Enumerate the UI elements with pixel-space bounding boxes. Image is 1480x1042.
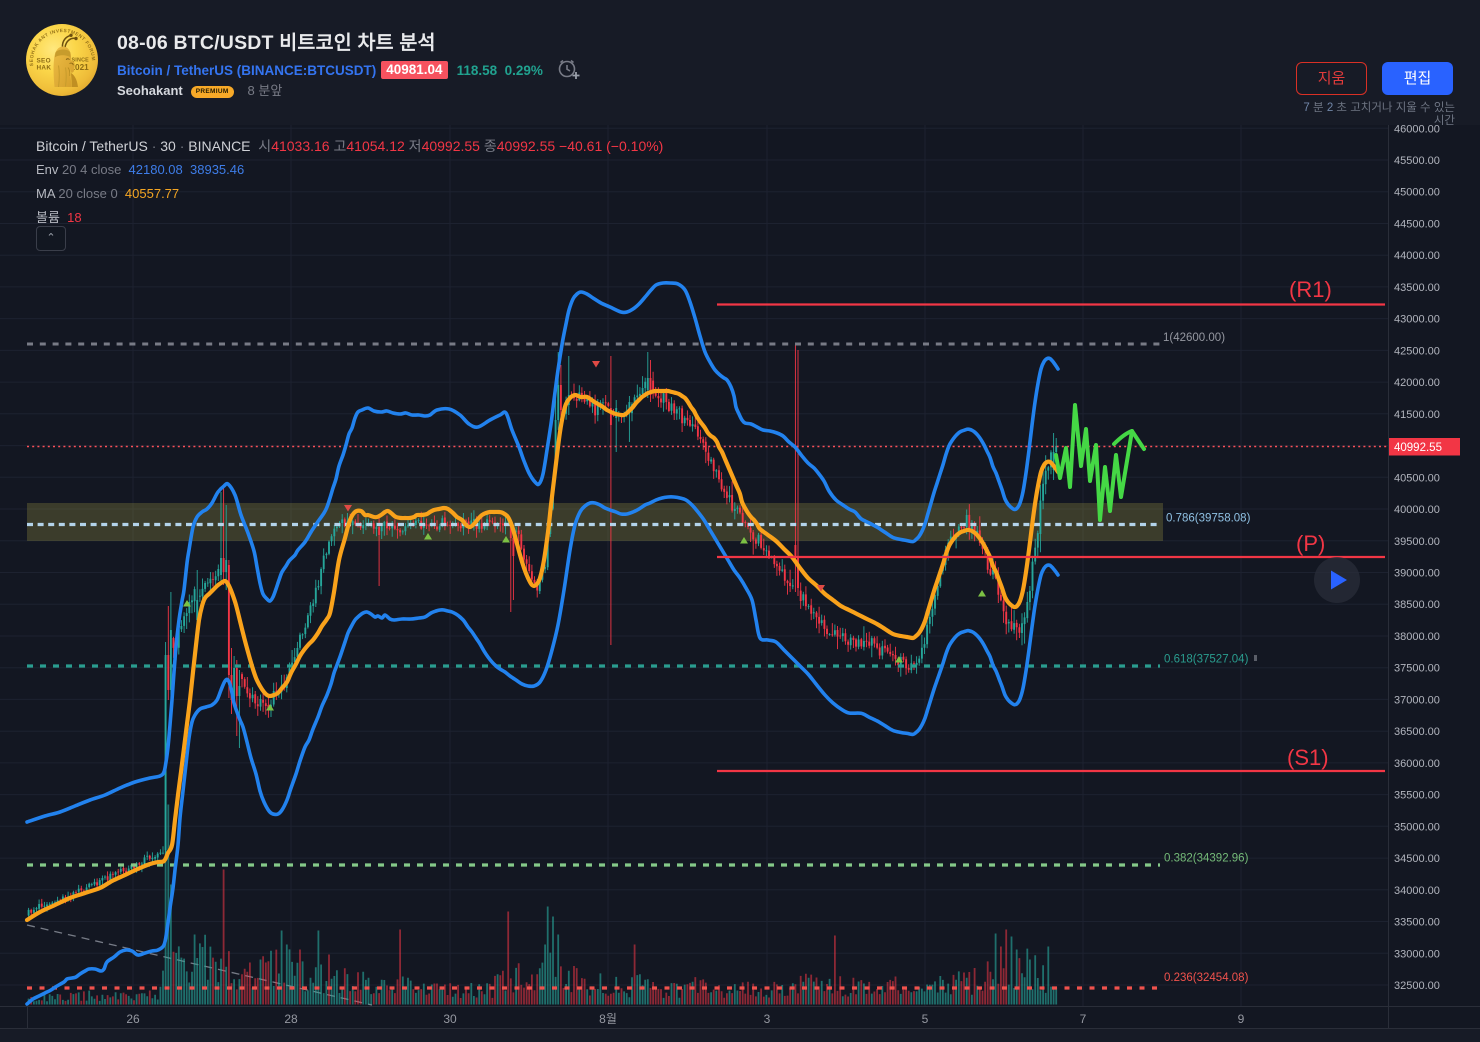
svg-text:46000.00: 46000.00 bbox=[1394, 125, 1440, 135]
svg-text:42500.00: 42500.00 bbox=[1394, 345, 1440, 357]
svg-text:5: 5 bbox=[922, 1012, 929, 1026]
svg-text:34500.00: 34500.00 bbox=[1394, 853, 1440, 865]
svg-text:40992.55: 40992.55 bbox=[1394, 442, 1442, 454]
svg-text:(S1): (S1) bbox=[1287, 745, 1329, 770]
svg-text:44000.00: 44000.00 bbox=[1394, 250, 1440, 262]
svg-text:42000.00: 42000.00 bbox=[1394, 377, 1440, 389]
svg-text:43500.00: 43500.00 bbox=[1394, 282, 1440, 294]
svg-text:35500.00: 35500.00 bbox=[1394, 790, 1440, 802]
svg-text:37000.00: 37000.00 bbox=[1394, 694, 1440, 706]
svg-text:0.786(39758.08): 0.786(39758.08) bbox=[1166, 513, 1251, 525]
svg-text:37500.00: 37500.00 bbox=[1394, 663, 1440, 675]
svg-text:34000.00: 34000.00 bbox=[1394, 885, 1440, 897]
svg-text:36000.00: 36000.00 bbox=[1394, 758, 1440, 770]
svg-text:SINCE: SINCE bbox=[72, 58, 90, 64]
svg-text:(P): (P) bbox=[1296, 531, 1325, 556]
svg-text:30: 30 bbox=[443, 1012, 457, 1026]
svg-text:0.236(32454.08): 0.236(32454.08) bbox=[1164, 972, 1249, 984]
svg-text:41500.00: 41500.00 bbox=[1394, 409, 1440, 421]
svg-text:40000.00: 40000.00 bbox=[1394, 504, 1440, 516]
svg-text:28: 28 bbox=[284, 1012, 298, 1026]
svg-text:38500.00: 38500.00 bbox=[1394, 599, 1440, 611]
svg-text:26: 26 bbox=[126, 1012, 140, 1026]
svg-text:7: 7 bbox=[1080, 1012, 1087, 1026]
svg-text:0.382(34392.96): 0.382(34392.96) bbox=[1164, 853, 1249, 865]
svg-text:35000.00: 35000.00 bbox=[1394, 821, 1440, 833]
svg-text:0.618(37527.04): 0.618(37527.04) bbox=[1164, 654, 1249, 666]
svg-text:2021: 2021 bbox=[71, 63, 90, 72]
svg-text:9: 9 bbox=[1238, 1012, 1245, 1026]
svg-text:(R1): (R1) bbox=[1289, 277, 1332, 302]
svg-text:3: 3 bbox=[764, 1012, 771, 1026]
svg-text:32500.00: 32500.00 bbox=[1394, 980, 1440, 992]
svg-text:SEO: SEO bbox=[37, 58, 51, 65]
svg-text:33000.00: 33000.00 bbox=[1394, 948, 1440, 960]
svg-text:39500.00: 39500.00 bbox=[1394, 536, 1440, 548]
svg-text:HAK: HAK bbox=[37, 65, 52, 72]
svg-text:33500.00: 33500.00 bbox=[1394, 917, 1440, 929]
svg-text:39000.00: 39000.00 bbox=[1394, 568, 1440, 580]
svg-text:40500.00: 40500.00 bbox=[1394, 472, 1440, 484]
svg-text:1(42600.00): 1(42600.00) bbox=[1163, 332, 1225, 344]
svg-text:44500.00: 44500.00 bbox=[1394, 219, 1440, 231]
svg-text:43000.00: 43000.00 bbox=[1394, 314, 1440, 326]
svg-text:45000.00: 45000.00 bbox=[1394, 187, 1440, 199]
svg-text:36500.00: 36500.00 bbox=[1394, 726, 1440, 738]
svg-text:45500.00: 45500.00 bbox=[1394, 155, 1440, 167]
svg-text:38000.00: 38000.00 bbox=[1394, 631, 1440, 643]
svg-text:8월: 8월 bbox=[599, 1012, 617, 1026]
